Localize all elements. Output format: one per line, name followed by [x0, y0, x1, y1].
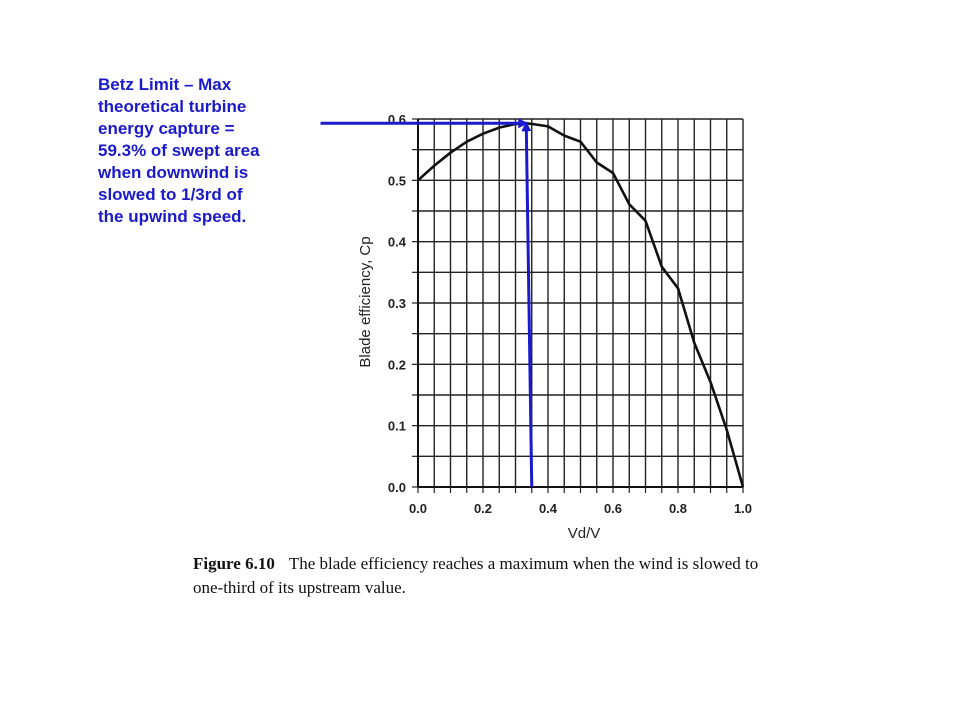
caption-text-1: The blade efficiency reaches a maximum w…: [288, 554, 759, 573]
annotation-line: when downwind is: [98, 163, 249, 182]
annotation-line: the upwind speed.: [98, 207, 247, 226]
caption-text-2: one-third of its upstream value.: [193, 578, 406, 597]
x-tick-label: 0.4: [539, 501, 558, 516]
chart-axes: [412, 118, 744, 493]
annotation-line: 59.3% of swept area: [98, 141, 260, 160]
y-axis-label: Blade efficiency, Cp: [357, 236, 374, 367]
y-tick-label: 0.5: [388, 173, 406, 188]
y-tick-label: 0.1: [388, 419, 406, 434]
y-tick-label: 0.3: [388, 296, 406, 311]
betz-limit-arrow: [521, 121, 534, 488]
x-tick-label: 0.8: [669, 501, 687, 516]
x-tick-label: 0.6: [604, 501, 622, 516]
annotation-line: theoretical turbine: [98, 97, 247, 116]
x-tick-label: 0.2: [474, 501, 492, 516]
annotation-line: energy capture =: [98, 119, 235, 138]
figure-caption: Figure 6.10 The blade efficiency reaches …: [193, 552, 923, 600]
y-tick-label: 0.4: [388, 235, 407, 250]
y-tick-label: 0.0: [388, 480, 406, 495]
chart-series: [417, 122, 745, 488]
figure-label: Figure 6.10: [193, 554, 275, 573]
betz-limit-annotation: Betz Limit – Max theoretical turbine ene…: [98, 74, 313, 228]
x-axis-label: Vd/V: [568, 525, 601, 542]
chart-grid: [417, 118, 744, 488]
blade-efficiency-curve: [417, 122, 745, 488]
annotation-line: slowed to 1/3rd of: [98, 185, 243, 204]
chart-tick-labels: 0.0 0.2 0.4 0.6 0.8 1.00.00.10.20.30.40.50.6: [388, 112, 752, 516]
chart-annotation-arrows: [320, 118, 534, 488]
caption-line-1: Figure 6.10 The blade efficiency reaches …: [193, 552, 923, 576]
x-tick-label: 0.0: [409, 501, 427, 516]
annotation-line: Betz Limit – Max: [98, 75, 232, 94]
x-tick-label: 1.0: [734, 501, 752, 516]
y-tick-label: 0.2: [388, 357, 406, 372]
